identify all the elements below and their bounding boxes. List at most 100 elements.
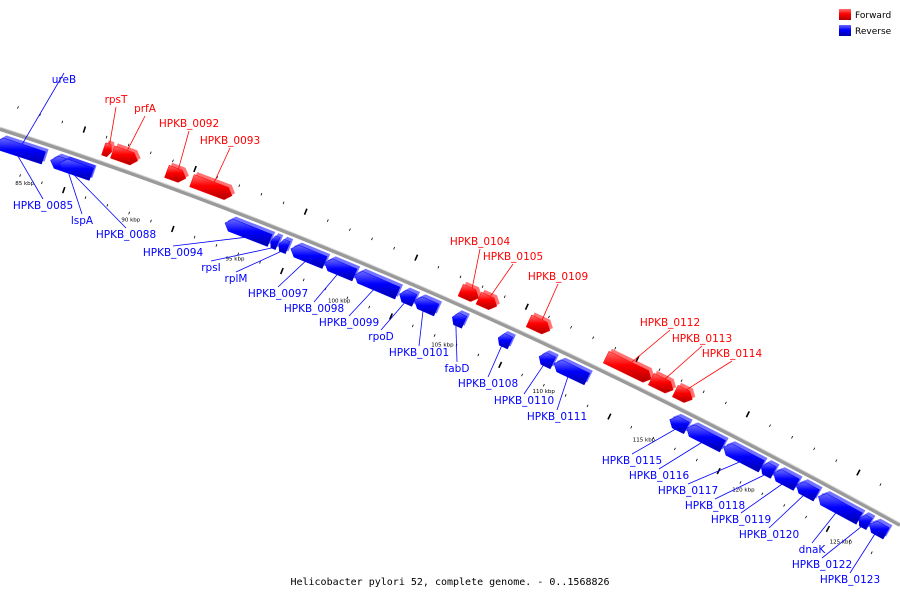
gene-label-dnaK[interactable]: dnaK	[799, 544, 827, 556]
scale-dash	[193, 165, 197, 173]
scale-dash	[150, 219, 152, 223]
gene-label-HPKB_0109[interactable]: HPKB_0109	[528, 271, 588, 283]
gene-glyph-HPKB_0094[interactable]	[224, 218, 273, 247]
gene-glyph-HPKB_0109[interactable]	[525, 314, 551, 335]
gene-label-HPKB_0101[interactable]: HPKB_0101	[389, 347, 449, 359]
scale-dash	[41, 181, 43, 185]
gene-label-prfA[interactable]: prfA	[134, 103, 157, 115]
gene-label-rpoD[interactable]: rpoD	[368, 331, 394, 343]
scale-dash	[279, 267, 284, 275]
gene-label-HPKB_0110[interactable]: HPKB_0110	[494, 395, 554, 407]
gene-label-HPKB_0093[interactable]: HPKB_0093	[200, 135, 260, 147]
scale-dash	[521, 373, 523, 377]
scale-dash	[680, 379, 683, 383]
gene-label-lspA[interactable]: lspA	[71, 215, 94, 227]
gene-glyph-HPKB_0111[interactable]	[553, 359, 591, 386]
gene-glyph-HPKB_0105[interactable]	[475, 291, 498, 310]
gene-label-HPKB_0122[interactable]: HPKB_0122	[792, 559, 852, 571]
scale-dash	[805, 515, 808, 519]
scale-dash	[371, 237, 373, 241]
scale-dash	[702, 390, 705, 394]
scale-dash	[856, 469, 861, 476]
gene-glyph-HPKB_0108[interactable]	[497, 333, 514, 350]
scale-dash	[481, 285, 484, 289]
scale-dash	[459, 275, 462, 279]
gene-label-HPKB_0104[interactable]: HPKB_0104	[450, 236, 511, 248]
gene-label-HPKB_0119[interactable]: HPKB_0119	[711, 514, 771, 526]
gene-label-rpsT[interactable]: rpsT	[105, 94, 128, 106]
leader-line	[313, 274, 338, 303]
scale-dash	[259, 261, 261, 264]
scale-dash	[193, 235, 196, 239]
gene-glyph-HPKB_0112[interactable]	[602, 350, 652, 383]
gene-label-HPKB_0098[interactable]: HPKB_0098	[284, 303, 344, 315]
gene-glyph-HPKB_0101[interactable]	[414, 296, 440, 317]
gene-glyph-HPKB_0123[interactable]	[869, 520, 890, 540]
gene-label-HPKB_0094[interactable]: HPKB_0094	[143, 247, 204, 259]
gene-glyph-HPKB_0120[interactable]	[796, 481, 820, 502]
gene-glyph-HPKB_0088[interactable]	[59, 158, 94, 181]
scale-dash	[879, 483, 882, 486]
gene-glyph-rpsT[interactable]	[101, 142, 112, 158]
gene-label-HPKB_0120[interactable]: HPKB_0120	[739, 529, 799, 541]
leader-line	[768, 495, 804, 529]
gene-glyph-HPKB_0114[interactable]	[671, 384, 693, 403]
gene-label-HPKB_0118[interactable]: HPKB_0118	[685, 500, 745, 512]
gene-glyph-HPKB_0110[interactable]	[538, 352, 557, 370]
gene-label-HPKB_0099[interactable]: HPKB_0099	[319, 317, 379, 329]
gene-label-ureB[interactable]: ureB	[52, 74, 76, 86]
gene-label-rplM[interactable]: rplM	[225, 273, 248, 285]
gene-glyph-HPKB_0113[interactable]	[647, 372, 674, 394]
gene-glyph-HPKB_0092[interactable]	[164, 164, 187, 183]
scale-dash	[128, 211, 130, 215]
gene-label-HPKB_0088[interactable]: HPKB_0088	[96, 229, 156, 241]
gene-glyph-rplM[interactable]	[278, 238, 291, 255]
gene-label-rpsI[interactable]: rpsI	[201, 262, 221, 274]
leader-line	[630, 329, 671, 364]
gene-label-HPKB_0113[interactable]: HPKB_0113	[672, 333, 732, 345]
gene-label-HPKB_0114[interactable]: HPKB_0114	[702, 348, 763, 360]
scale-dash	[216, 175, 218, 179]
scale-dash	[542, 383, 545, 387]
gene-label-HPKB_0116[interactable]: HPKB_0116	[629, 470, 690, 482]
leader-line	[455, 325, 458, 363]
scale-dash	[411, 324, 414, 328]
gene-label-HPKB_0097[interactable]: HPKB_0097	[248, 288, 308, 300]
gene-label-HPKB_0115[interactable]: HPKB_0115	[602, 455, 662, 467]
gene-glyph-HPKB_0116[interactable]	[686, 424, 726, 453]
gene-label-HPKB_0117[interactable]: HPKB_0117	[658, 485, 718, 497]
gene-label-HPKB_0111[interactable]: HPKB_0111	[527, 411, 587, 423]
scale-dash	[503, 295, 506, 299]
gene-glyph-HPKB_0104[interactable]	[457, 283, 480, 302]
legend: Forward Reverse	[839, 9, 892, 37]
leader-line	[178, 130, 190, 170]
scale-dash	[127, 143, 130, 147]
leader-line	[811, 512, 837, 544]
gene-glyph-rpsI[interactable]	[270, 235, 281, 251]
gene-glyph-HPKB_0098[interactable]	[324, 258, 358, 282]
scale-dash	[813, 447, 816, 451]
leader-line	[380, 302, 405, 331]
scale-dash	[84, 196, 87, 200]
scale-dash	[260, 192, 263, 196]
gene-label-HPKB_0108[interactable]: HPKB_0108	[458, 378, 518, 390]
gene-label-HPKB_0123[interactable]: HPKB_0123	[820, 574, 880, 586]
gene-label-HPKB_0112[interactable]: HPKB_0112	[640, 317, 700, 329]
gene-label-fabD[interactable]: fabD	[445, 363, 470, 375]
scale-dash	[477, 353, 480, 357]
gene-label-HPKB_0105[interactable]: HPKB_0105	[483, 251, 543, 263]
scale-dash	[586, 404, 589, 408]
gene-glyph-prfA[interactable]	[110, 145, 139, 166]
tick-label: 105 kbp	[431, 343, 454, 349]
gene-glyph-HPKB_0099[interactable]	[354, 271, 401, 300]
gene-label-HPKB_0092[interactable]: HPKB_0092	[159, 118, 219, 130]
gene-label-HPKB_0085[interactable]: HPKB_0085	[13, 200, 73, 212]
gene-glyph-HPKB_0093[interactable]	[189, 174, 233, 200]
leader-line	[686, 360, 733, 391]
scale-dash	[437, 265, 440, 269]
gene-glyph-fabD[interactable]	[452, 312, 468, 329]
gene-glyph-HPKB_0085[interactable]	[0, 137, 46, 165]
scale-dash	[349, 228, 351, 232]
